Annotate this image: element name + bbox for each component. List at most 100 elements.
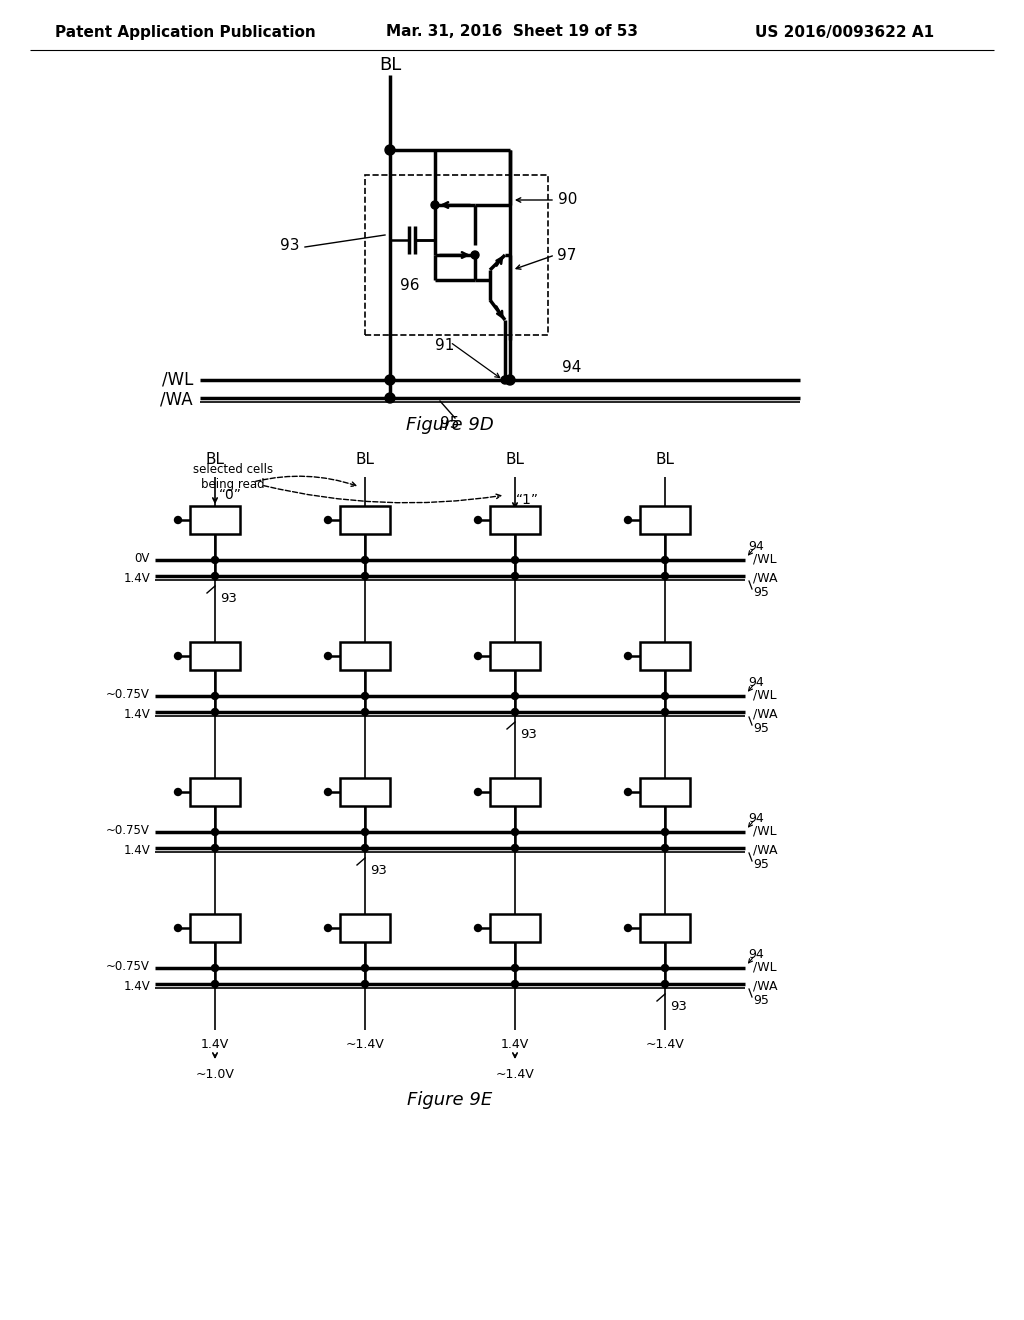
Circle shape: [512, 981, 518, 987]
Text: BL: BL: [655, 453, 675, 467]
Text: 90: 90: [558, 193, 578, 207]
Bar: [640, 913, 690, 942]
Text: ~1.4V: ~1.4V: [496, 1068, 535, 1081]
Text: BL: BL: [206, 453, 224, 467]
Text: /WA: /WA: [161, 391, 193, 409]
Text: 93: 93: [220, 591, 237, 605]
Text: 97: 97: [356, 785, 374, 799]
Circle shape: [361, 965, 369, 972]
Circle shape: [471, 251, 479, 259]
Circle shape: [361, 981, 369, 987]
Circle shape: [361, 845, 369, 851]
Text: 97: 97: [356, 513, 374, 527]
Circle shape: [512, 965, 518, 972]
Text: 97: 97: [656, 785, 674, 799]
Circle shape: [662, 557, 669, 564]
Text: Mar. 31, 2016  Sheet 19 of 53: Mar. 31, 2016 Sheet 19 of 53: [386, 25, 638, 40]
Text: Figure 9E: Figure 9E: [408, 1092, 493, 1109]
Bar: [490, 913, 540, 942]
Circle shape: [212, 829, 218, 836]
Circle shape: [474, 652, 481, 660]
Text: 1.4V: 1.4V: [123, 572, 150, 585]
Bar: [190, 642, 240, 671]
Text: 97: 97: [356, 921, 374, 935]
Bar: [190, 506, 240, 535]
Text: 1.4V: 1.4V: [501, 1039, 529, 1052]
Text: ~1.0V: ~1.0V: [196, 1068, 234, 1081]
Text: 91: 91: [435, 338, 455, 352]
Text: BL: BL: [506, 453, 524, 467]
Circle shape: [361, 693, 369, 700]
Circle shape: [361, 829, 369, 836]
Circle shape: [662, 829, 669, 836]
Text: “1”: “1”: [515, 492, 539, 507]
Circle shape: [512, 693, 518, 700]
Text: ~0.75V: ~0.75V: [106, 689, 150, 701]
Circle shape: [212, 709, 218, 715]
Bar: [340, 506, 390, 535]
Bar: [340, 777, 390, 807]
Circle shape: [512, 573, 518, 579]
Text: 97: 97: [206, 785, 224, 799]
Bar: [190, 777, 240, 807]
Circle shape: [505, 375, 515, 385]
Circle shape: [361, 557, 369, 564]
Text: Figure 9D: Figure 9D: [407, 416, 494, 434]
Circle shape: [212, 557, 218, 564]
Text: 97: 97: [656, 513, 674, 527]
Bar: [640, 777, 690, 807]
Circle shape: [474, 788, 481, 796]
Circle shape: [212, 965, 218, 972]
Circle shape: [512, 829, 518, 836]
Text: 96: 96: [400, 277, 420, 293]
Bar: [640, 642, 690, 671]
Text: 95: 95: [753, 722, 769, 734]
Text: /WA: /WA: [753, 979, 777, 993]
Text: 97: 97: [206, 921, 224, 935]
Circle shape: [512, 557, 518, 564]
Text: 97: 97: [506, 921, 524, 935]
Text: 93: 93: [370, 863, 387, 876]
Circle shape: [212, 845, 218, 851]
Circle shape: [174, 924, 181, 932]
Text: BL: BL: [355, 453, 375, 467]
Text: 97: 97: [506, 649, 524, 663]
Text: ~1.4V: ~1.4V: [645, 1039, 684, 1052]
Circle shape: [625, 924, 632, 932]
Text: 93: 93: [280, 238, 299, 252]
Text: 95: 95: [753, 586, 769, 598]
Circle shape: [385, 375, 395, 385]
Text: 97: 97: [506, 785, 524, 799]
Bar: [190, 913, 240, 942]
Circle shape: [431, 201, 439, 209]
Text: Patent Application Publication: Patent Application Publication: [54, 25, 315, 40]
Text: 95: 95: [753, 858, 769, 870]
Text: /WA: /WA: [753, 572, 777, 585]
Circle shape: [212, 981, 218, 987]
Text: “0”: “0”: [218, 488, 242, 502]
Text: ~0.75V: ~0.75V: [106, 961, 150, 974]
Text: 97: 97: [506, 513, 524, 527]
Text: 97: 97: [656, 921, 674, 935]
Text: /WL: /WL: [753, 825, 776, 837]
Circle shape: [325, 924, 332, 932]
Circle shape: [662, 981, 669, 987]
Text: 97: 97: [656, 649, 674, 663]
Text: 97: 97: [356, 649, 374, 663]
Text: ~1.4V: ~1.4V: [346, 1039, 384, 1052]
Circle shape: [474, 924, 481, 932]
Text: 94: 94: [748, 948, 764, 961]
Circle shape: [512, 709, 518, 715]
Text: 94: 94: [748, 540, 764, 553]
Circle shape: [325, 788, 332, 796]
Text: 1.4V: 1.4V: [201, 1039, 229, 1052]
Text: /WA: /WA: [753, 843, 777, 857]
Circle shape: [625, 652, 632, 660]
Text: 97: 97: [206, 513, 224, 527]
Text: /WL: /WL: [753, 689, 776, 701]
Text: 93: 93: [520, 727, 537, 741]
Bar: [490, 777, 540, 807]
Bar: [340, 913, 390, 942]
Circle shape: [212, 693, 218, 700]
Text: /WL: /WL: [753, 961, 776, 974]
